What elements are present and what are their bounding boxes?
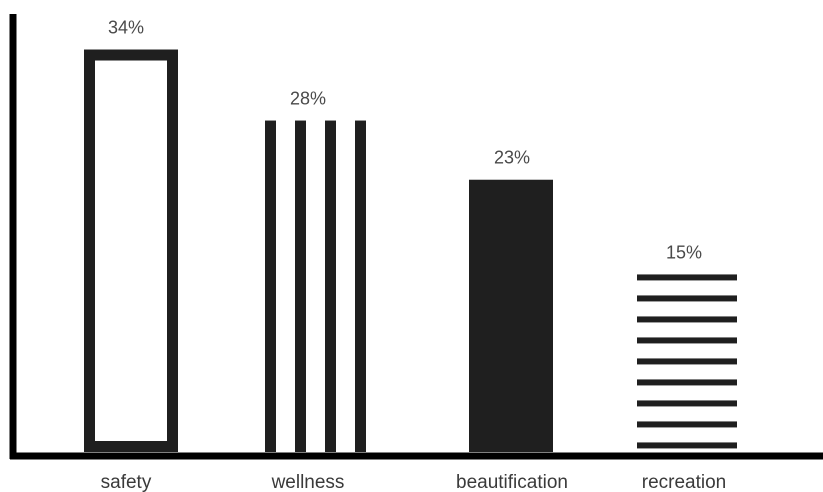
bar-stripe xyxy=(637,358,737,365)
bar-wellness xyxy=(265,120,366,453)
bar-stripe xyxy=(637,295,737,302)
bar-outline-rect xyxy=(84,49,178,452)
bar-stripe xyxy=(265,120,276,453)
value-label: 34% xyxy=(108,18,144,38)
bar-stripe xyxy=(637,400,737,407)
category-label: recreation xyxy=(642,472,727,492)
labels-layer: 34% safety 28% wellness 23% beautification 15%… xyxy=(101,18,727,492)
value-label: 28% xyxy=(290,89,326,109)
value-label: 23% xyxy=(494,148,530,168)
category-label: beautification xyxy=(456,472,568,492)
bar-stripe xyxy=(295,120,306,453)
value-label: 15% xyxy=(666,242,702,262)
bar-stripe xyxy=(637,442,737,449)
bar-beautification xyxy=(469,179,553,452)
bar-fill xyxy=(469,179,553,452)
bar-stripe xyxy=(637,421,737,428)
category-label: wellness xyxy=(271,472,345,492)
bar-stripe xyxy=(325,120,336,453)
bar-safety xyxy=(84,49,178,452)
category-label: safety xyxy=(101,472,152,492)
bar-stripe xyxy=(637,316,737,323)
bar-recreation xyxy=(637,274,737,449)
bar-stripe xyxy=(637,337,737,344)
bar-stripe xyxy=(637,274,737,281)
bar-stripe xyxy=(355,120,366,453)
bar-stripe xyxy=(637,379,737,386)
bars-layer xyxy=(84,49,737,453)
